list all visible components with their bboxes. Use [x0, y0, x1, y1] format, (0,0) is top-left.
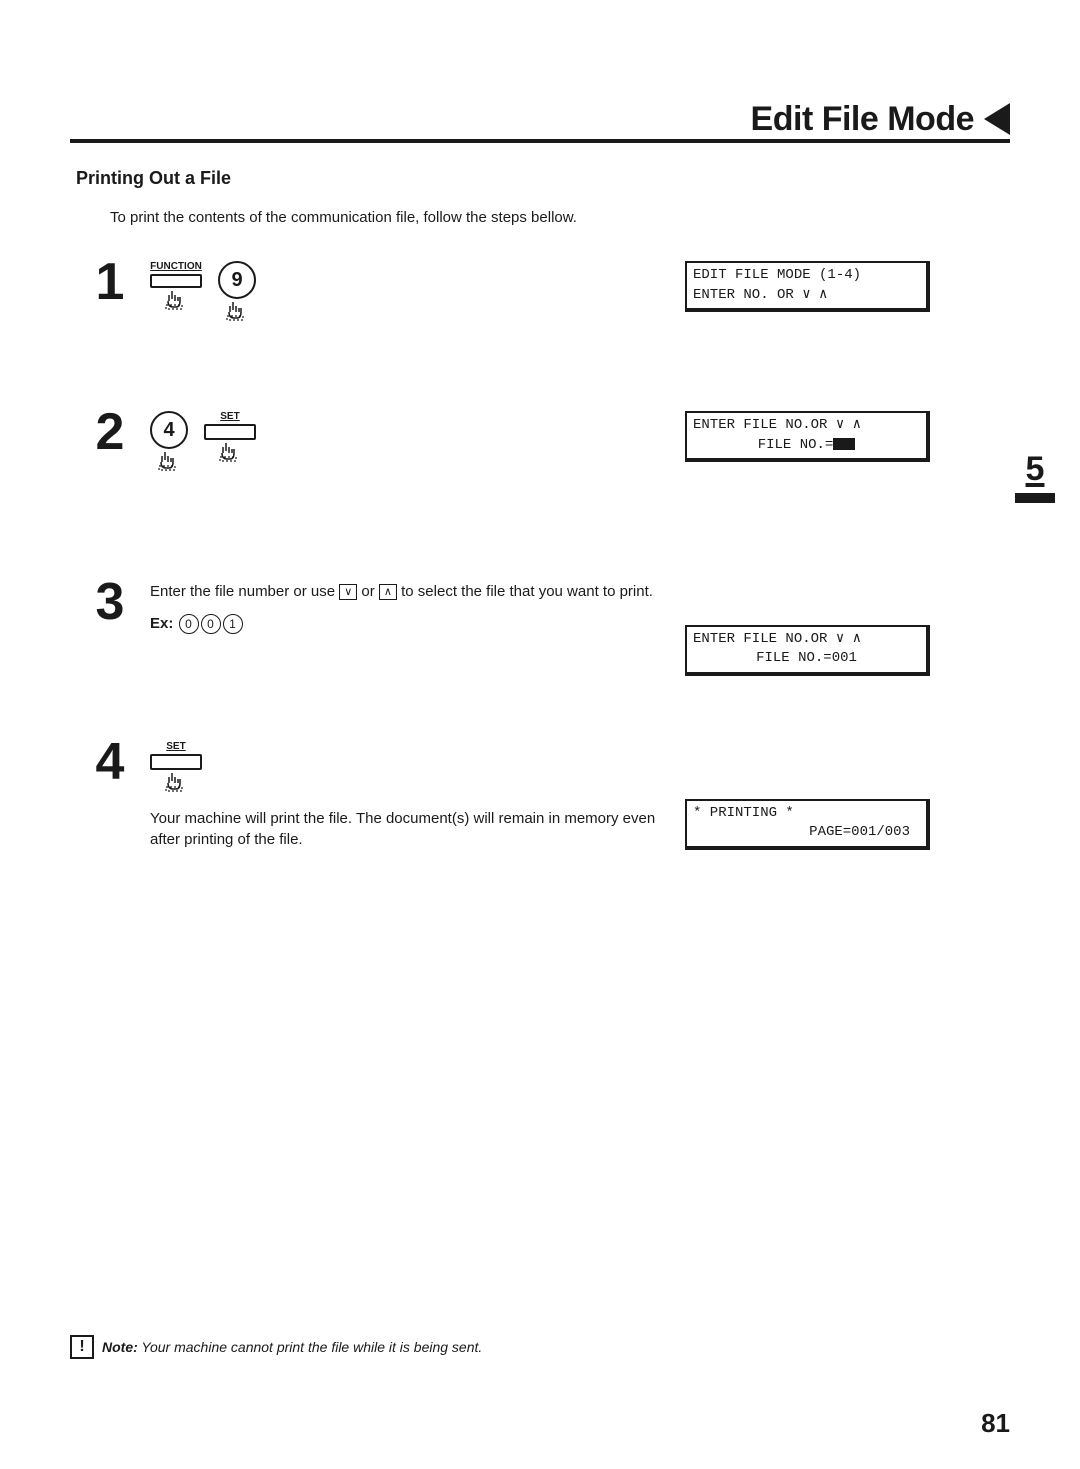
step-number: 1 — [70, 256, 150, 308]
set-button[interactable]: SET — [150, 741, 202, 793]
ex-key-0: 0 — [179, 614, 199, 634]
step-number: 2 — [70, 406, 150, 458]
step-1: 1 FUNCTION 9 EDIT FILE MODE — [70, 256, 1010, 356]
section-subtitle: Printing Out a File — [76, 168, 1010, 189]
display-line-2: PAGE=001/003 — [693, 823, 920, 843]
set-button[interactable]: SET — [204, 411, 256, 463]
press-icon — [223, 300, 251, 322]
intro-text: To print the contents of the communicati… — [110, 209, 1010, 226]
page: Edit File Mode Printing Out a File To pr… — [0, 0, 1080, 1469]
ex-label: Ex: — [150, 615, 173, 632]
note-text: Note: Your machine cannot print the file… — [102, 1339, 482, 1355]
display-3: ENTER FILE NO.OR ∨ ∧ FILE NO.=001 — [685, 625, 930, 676]
note-label: Note: — [102, 1339, 138, 1355]
chapter-tab: 5 — [1015, 450, 1055, 503]
press-icon — [155, 450, 183, 472]
step-number: 4 — [70, 736, 150, 788]
key-4-button[interactable]: 4 — [150, 411, 188, 472]
function-button[interactable]: FUNCTION — [150, 261, 202, 311]
step-2: 2 4 SET ENTER FILE NO.OR ∨ ∧ — [70, 406, 1010, 506]
press-icon — [216, 441, 244, 463]
example-line: Ex: 001 — [150, 614, 685, 634]
note-row: ! Note: Your machine cannot print the fi… — [70, 1335, 482, 1359]
display-line-1: EDIT FILE MODE (1-4) — [693, 266, 920, 286]
display-line-2: ENTER NO. OR ∨ ∧ — [693, 286, 920, 306]
press-icon — [162, 771, 190, 793]
step-4: 4 SET Your machine will print the file. … — [70, 736, 1010, 850]
display-1: EDIT FILE MODE (1-4) ENTER NO. OR ∨ ∧ — [685, 261, 930, 312]
down-arrow-key[interactable]: ∨ — [339, 584, 357, 600]
chapter-number: 5 — [1015, 450, 1055, 489]
set-label: SET — [166, 741, 185, 752]
step-3-instruction: Enter the file number or use ∨ or ∧ to s… — [150, 581, 685, 602]
key-9-button[interactable]: 9 — [218, 261, 256, 322]
display-2: ENTER FILE NO.OR ∨ ∧ FILE NO.= — [685, 411, 930, 462]
step-3: 3 Enter the file number or use ∨ or ∧ to… — [70, 576, 1010, 676]
note-icon: ! — [70, 1335, 94, 1359]
page-number: 81 — [981, 1408, 1010, 1439]
display-line-1: * PRINTING * — [693, 804, 920, 824]
key-4-label: 4 — [150, 411, 188, 449]
display-line-2: FILE NO.= — [693, 436, 920, 456]
page-title: Edit File Mode — [751, 100, 974, 139]
back-arrow-icon — [984, 103, 1010, 135]
key-9-label: 9 — [218, 261, 256, 299]
function-label: FUNCTION — [150, 261, 202, 272]
press-icon — [162, 289, 190, 311]
display-4: * PRINTING * PAGE=001/003 — [685, 799, 930, 850]
display-line-2: FILE NO.=001 — [693, 649, 920, 669]
cursor-icon — [833, 438, 855, 450]
set-label: SET — [220, 411, 239, 422]
up-arrow-key[interactable]: ∧ — [379, 584, 397, 600]
ex-key-2: 1 — [223, 614, 243, 634]
title-bar: Edit File Mode — [70, 100, 1010, 143]
step-4-instruction: Your machine will print the file. The do… — [150, 808, 685, 850]
display-line-1: ENTER FILE NO.OR ∨ ∧ — [693, 630, 920, 650]
step-number: 3 — [70, 576, 150, 628]
note-body: Your machine cannot print the file while… — [138, 1339, 483, 1355]
ex-key-1: 0 — [201, 614, 221, 634]
display-line-1: ENTER FILE NO.OR ∨ ∧ — [693, 416, 920, 436]
